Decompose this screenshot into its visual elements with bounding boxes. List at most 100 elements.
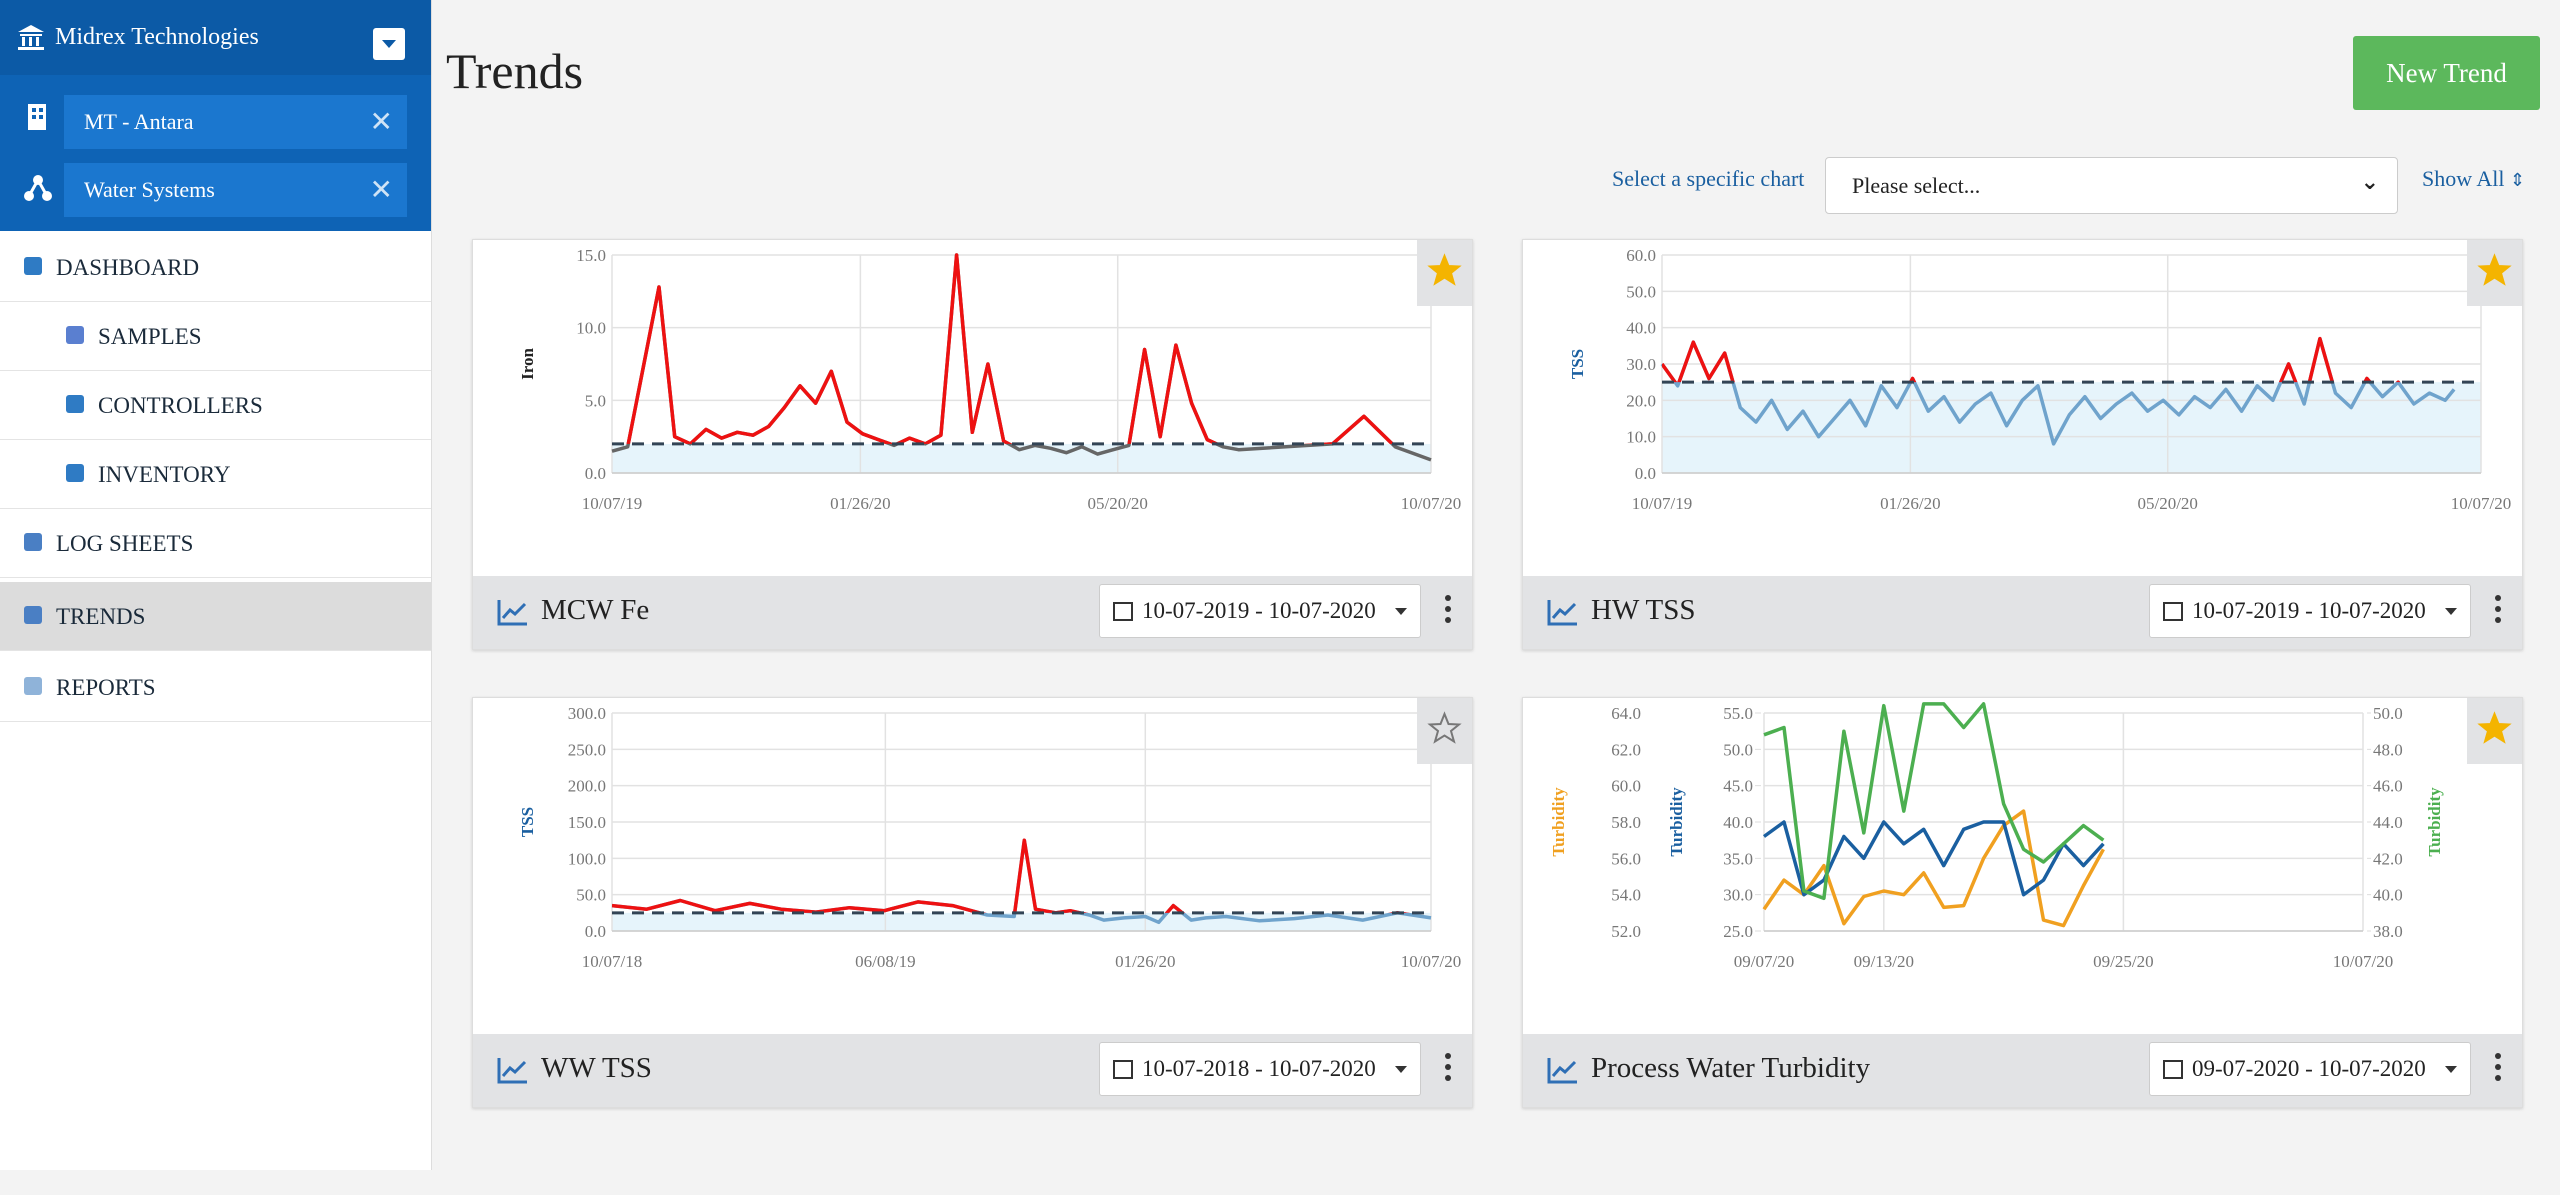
- y-tick-label: 0.0: [585, 922, 606, 941]
- star-shape: [2477, 253, 2512, 286]
- page-title: Trends: [446, 43, 584, 99]
- calendar-icon: [1113, 1060, 1133, 1079]
- card-menu[interactable]: [1441, 592, 1455, 628]
- nav-item[interactable]: INVENTORY: [0, 440, 431, 509]
- kebab-dot: [1445, 617, 1451, 623]
- calendar-shape: [2163, 1060, 2183, 1079]
- new-trend-button[interactable]: New Trend: [2353, 36, 2540, 110]
- nav-item[interactable]: DASHBOARD: [0, 233, 431, 302]
- date-range: 10-07-2019 - 10-07-2020: [2192, 598, 2426, 623]
- kebab-dot: [2495, 1075, 2501, 1081]
- nav-item[interactable]: LOG SHEETS: [0, 509, 431, 578]
- chart: 0.0 5.0 10.0 15.0 Iron 10/07/19 01/26/20 05/20/…: [518, 246, 1461, 513]
- star-icon: [1427, 253, 1462, 286]
- nav-label: CONTROLLERS: [98, 393, 263, 418]
- card-footer: HW TSS 10-07-2019 - 10-07-2020: [1523, 576, 2522, 649]
- sidebar-header: Midrex Technologies MT - Antara ✕ Water S…: [0, 0, 431, 231]
- kebab-dot: [1445, 1075, 1451, 1081]
- x-tick-label: 10/07/20: [1401, 494, 1461, 513]
- y-tick-label: 30.0: [1723, 886, 1753, 905]
- x-tick-label: 09/07/20: [1734, 952, 1794, 971]
- favorite-star[interactable]: [2467, 698, 2522, 764]
- date-range-button[interactable]: 10-07-2019 - 10-07-2020: [2149, 584, 2471, 638]
- card-menu[interactable]: [2491, 592, 2505, 628]
- x-tick-label: 10/07/20: [2333, 952, 2393, 971]
- card-footer: Process Water Turbidity 09-07-2020 - 10-0…: [1523, 1034, 2522, 1107]
- y-tick-label: 50.0: [576, 886, 606, 905]
- filter-chip[interactable]: Water Systems ✕: [64, 163, 407, 217]
- y-tick-label: 150.0: [568, 813, 606, 832]
- favorite-star[interactable]: [2467, 240, 2522, 306]
- card-title: MCW Fe: [541, 594, 650, 626]
- y-tick-label: 52.0: [1611, 922, 1641, 941]
- nav-label: REPORTS: [56, 675, 156, 700]
- y-tick-label: 30.0: [1626, 355, 1656, 374]
- x-tick-label: 01/26/20: [830, 494, 890, 513]
- caret: [2445, 1066, 2457, 1073]
- kebab-dot: [1445, 606, 1451, 612]
- y-tick-label: 40.0: [2373, 886, 2403, 905]
- y-axis-label: Turbidity: [1667, 787, 1686, 857]
- card-menu[interactable]: [2491, 1050, 2505, 1086]
- calendar-shape: [1113, 602, 1133, 621]
- series-line: [1762, 820, 2105, 897]
- x-tick-label: 09/13/20: [1854, 952, 1914, 971]
- y-tick-label: 20.0: [1626, 391, 1656, 410]
- nav-label: LOG SHEETS: [56, 531, 194, 556]
- trend-icon-shape: [1547, 1058, 1577, 1084]
- remove-filter[interactable]: ✕: [369, 105, 393, 138]
- star-icon: [1427, 711, 1462, 744]
- series-line: [1763, 702, 2105, 901]
- nav-item[interactable]: TRENDS: [0, 582, 431, 651]
- y-tick-label: 54.0: [1611, 886, 1641, 905]
- trend-card: 52.0 54.0 56.0 58.0 60.0 62.0 64.0 Turbidity 25.…: [1522, 697, 2523, 1108]
- nav-item[interactable]: SAMPLES: [0, 302, 431, 371]
- trend-icon: [1547, 600, 1577, 626]
- nav-label: DASHBOARD: [56, 255, 200, 280]
- date-range-button[interactable]: 09-07-2020 - 10-07-2020: [2149, 1042, 2471, 1096]
- date-range-button[interactable]: 10-07-2018 - 10-07-2020: [1099, 1042, 1421, 1096]
- series-line: [1762, 809, 2105, 928]
- y-tick-label: 40.0: [1723, 813, 1753, 832]
- card-menu[interactable]: [1441, 1050, 1455, 1086]
- y-tick-label: 40.0: [1626, 319, 1656, 338]
- y-tick-label: 10.0: [1626, 428, 1656, 447]
- favorite-star[interactable]: [1417, 698, 1472, 764]
- select-label: Select a specific chart: [1612, 166, 1805, 191]
- org-dropdown[interactable]: [373, 28, 405, 60]
- date-range: 10-07-2019 - 10-07-2020: [1142, 598, 1376, 623]
- x-tick-label: 05/20/20: [2137, 494, 2197, 513]
- nav-item[interactable]: REPORTS: [0, 653, 431, 722]
- x-tick-label: 10/07/20: [2451, 494, 2511, 513]
- org-selector[interactable]: Midrex Technologies: [0, 0, 431, 75]
- nav-item[interactable]: CONTROLLERS: [0, 371, 431, 440]
- star-shape: [1427, 253, 1462, 286]
- trend-card: 0.0 10.0 20.0 30.0 40.0 50.0 60.0 TSS 10/07/19 01…: [1522, 239, 2523, 650]
- select-placeholder: Please select...: [1852, 173, 1981, 198]
- kebab-dot: [1445, 595, 1451, 601]
- y-tick-label: 50.0: [2373, 704, 2403, 723]
- x-tick-label: 01/26/20: [1880, 494, 1940, 513]
- chart-select[interactable]: Please select... ⌄: [1825, 157, 2398, 214]
- x-tick-label: 10/07/19: [1632, 494, 1692, 513]
- caret: [1395, 1066, 1407, 1073]
- remove-filter[interactable]: ✕: [369, 173, 393, 206]
- filter-label: Water Systems: [84, 177, 215, 202]
- show-all[interactable]: Show All ⇕: [2422, 166, 2526, 191]
- trend-icon: [497, 600, 527, 626]
- filter-chip[interactable]: MT - Antara ✕: [64, 95, 407, 149]
- star-shape: [2477, 711, 2512, 744]
- favorite-star[interactable]: [1417, 240, 1472, 306]
- y-tick-label: 42.0: [2373, 849, 2403, 868]
- card-footer: MCW Fe 10-07-2019 - 10-07-2020: [473, 576, 1472, 649]
- y-tick-label: 46.0: [2373, 777, 2403, 796]
- y-axis-label: Turbidity: [1549, 787, 1568, 857]
- y-tick-label: 300.0: [568, 704, 606, 723]
- trend-icon-shape: [497, 1058, 527, 1084]
- date-range-button[interactable]: 10-07-2019 - 10-07-2020: [1099, 584, 1421, 638]
- date-range: 10-07-2018 - 10-07-2020: [1142, 1056, 1376, 1081]
- nav-label: SAMPLES: [98, 324, 202, 349]
- y-tick-label: 44.0: [2373, 813, 2403, 832]
- x-tick-label: 06/08/19: [855, 952, 915, 971]
